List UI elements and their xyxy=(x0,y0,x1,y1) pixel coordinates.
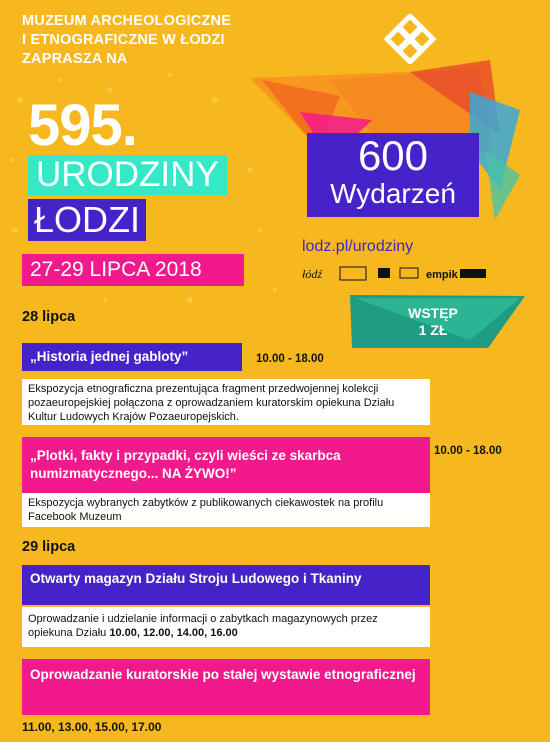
header-line-1: MUZEUM ARCHEOLOGICZNE xyxy=(22,13,232,29)
entry-amount: 1 ZŁ xyxy=(418,322,448,338)
event-title: Otwarty magazyn Działu Stroju Ludowego i… xyxy=(30,571,362,586)
events-count-box: 600 Wydarzeń xyxy=(307,133,479,217)
entry-label: WSTĘP xyxy=(408,305,458,321)
anniversary-number: 595. xyxy=(28,93,138,158)
event-url-link[interactable]: lodz.pl/urodziny xyxy=(302,238,414,255)
event-description: Oprowadzanie i udzielanie informacji o z… xyxy=(22,607,430,647)
museum-header: MUZEUM ARCHEOLOGICZNE I ETNOGRAFICZNE W … xyxy=(22,12,322,69)
event-description-text: Oprowadzanie i udzielanie informacji o z… xyxy=(28,613,378,639)
city-word: ŁODZI xyxy=(28,199,147,241)
event-times: 10.00, 12.00, 14.00, 16.00 xyxy=(109,627,238,639)
empik-logo: empik xyxy=(426,269,459,281)
event-title-bar: „Historia jednej gabloty” xyxy=(22,343,242,371)
event-title: „Plotki, fakty i przypadki, czyli wieści… xyxy=(30,448,341,481)
birthday-word: URODZINY xyxy=(28,155,227,195)
events-count: 600 xyxy=(357,132,429,179)
event-title-bar: Oprowadzanie kuratorskie po stałej wysta… xyxy=(22,659,430,715)
sponsor-logos: łódź empik xyxy=(302,266,486,281)
event-times: 11.00, 13.00, 15.00, 17.00 xyxy=(22,720,162,734)
day-label-28: 28 lipca xyxy=(22,309,76,325)
event-title-bar: „Plotki, fakty i przypadki, czyli wieści… xyxy=(22,437,430,495)
event-description: Ekspozycja wybranych zabytków z publikow… xyxy=(22,493,430,527)
event-time: 10.00 - 18.00 xyxy=(434,445,502,457)
day-label-29: 29 lipca xyxy=(22,539,76,555)
event-time: 10.00 - 18.00 xyxy=(256,353,324,365)
events-label: Wydarzeń xyxy=(330,178,456,209)
museum-logo-icon xyxy=(383,14,437,64)
event-title: „Historia jednej gabloty” xyxy=(30,349,189,364)
svg-text:łódź: łódź xyxy=(302,267,322,281)
header-line-2: I ETNOGRAFICZNE W ŁODZI xyxy=(22,32,225,48)
event-dates: 27-29 LIPCA 2018 xyxy=(22,254,244,286)
event-title: Oprowadzanie kuratorskie po stałej wysta… xyxy=(30,667,416,682)
header-line-3: ZAPRASZA NA xyxy=(22,51,128,67)
event-title-bar: Otwarty magazyn Działu Stroju Ludowego i… xyxy=(22,565,430,605)
entry-price: WSTĘP 1 ZŁ xyxy=(378,305,488,339)
event-description: Ekspozycja etnograficzna prezentująca fr… xyxy=(22,379,430,425)
